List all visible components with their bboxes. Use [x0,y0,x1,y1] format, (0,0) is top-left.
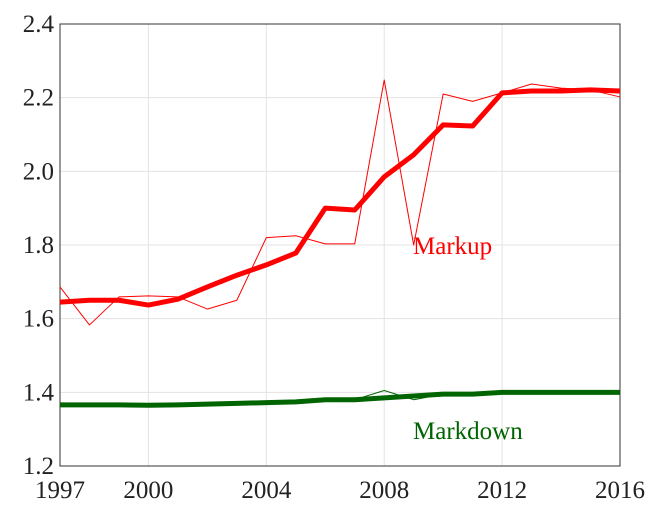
x-tick-label: 2000 [123,477,173,504]
series-line [59,87,621,308]
plot-frame [59,23,621,467]
y-tick-label: 1.4 [23,379,55,406]
y-tick-label: 2.0 [23,158,54,185]
series-annotation: Markdown [413,418,523,445]
x-tick-label: 2008 [359,477,409,504]
y-tick-label: 1.2 [23,453,54,480]
series-annotation: Markup [413,233,492,260]
y-tick-label: 2.2 [23,85,54,112]
y-tick-label: 2.4 [23,11,55,38]
y-tick-label: 1.8 [23,232,54,259]
x-tick-label: 1997 [35,477,85,504]
y-tick-label: 1.6 [23,306,54,333]
x-tick-label: 2016 [595,477,645,504]
series-line [60,389,620,408]
x-tick-label: 2012 [477,477,527,504]
series-line [59,79,621,326]
x-tick-label: 2004 [241,477,292,504]
